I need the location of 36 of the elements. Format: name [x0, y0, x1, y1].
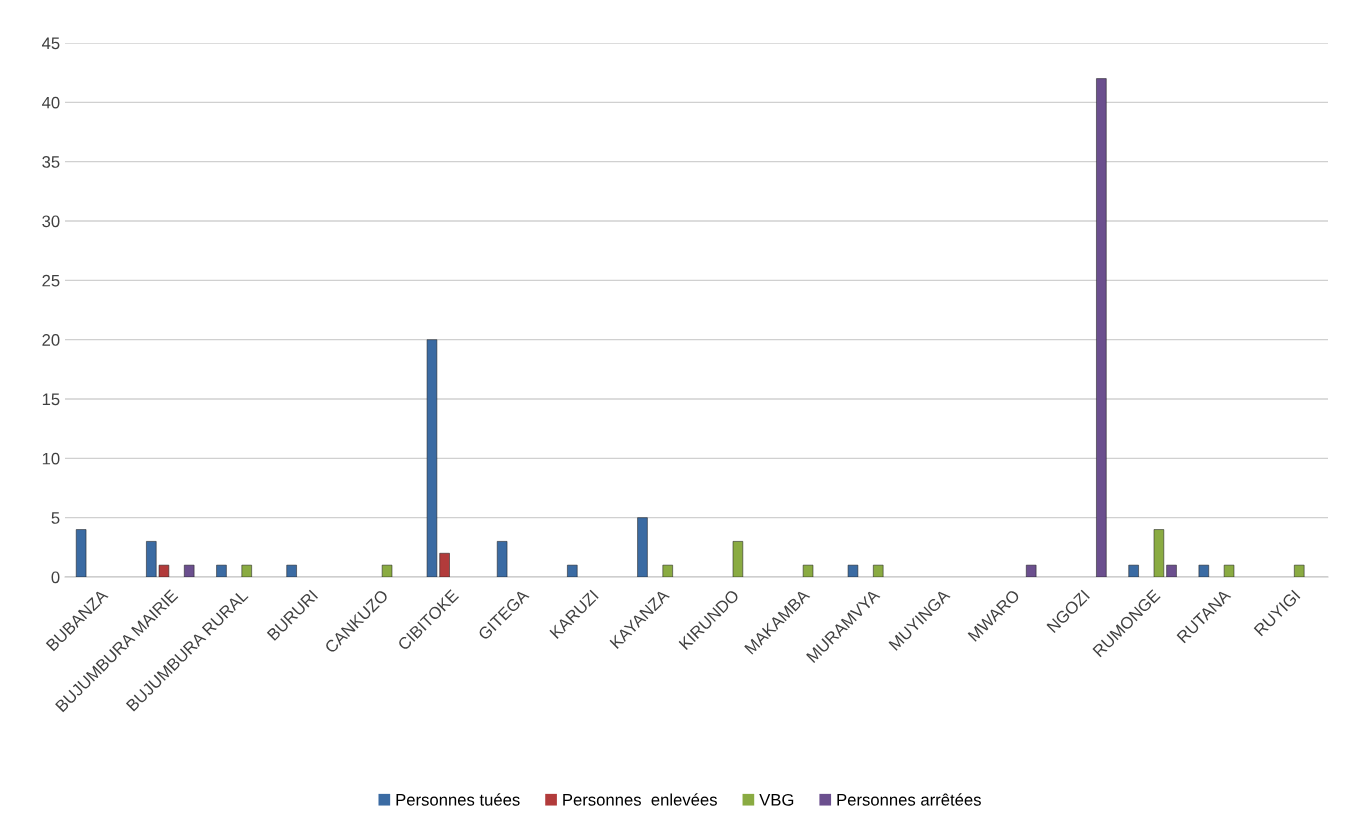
- bar: [662, 564, 673, 577]
- bar: [1198, 564, 1209, 577]
- bar: [1166, 564, 1177, 577]
- bar: [802, 564, 814, 577]
- bar: [496, 541, 508, 577]
- bar: [1128, 564, 1139, 577]
- y-tick-label: 35: [42, 156, 60, 168]
- legend-label: VBG: [759, 793, 794, 806]
- y-tick-label: 0: [51, 571, 60, 584]
- bar: [732, 541, 744, 577]
- bar: [1223, 564, 1235, 577]
- bar: [1026, 564, 1037, 577]
- y-tick-label: 20: [42, 334, 60, 346]
- bar: [1096, 78, 1107, 577]
- bar: [1153, 529, 1165, 577]
- bar: [847, 564, 859, 577]
- y-tick-label: 25: [42, 274, 60, 287]
- bar: [184, 564, 195, 577]
- legend-label: Personnes enlevées: [563, 793, 717, 806]
- bar: [637, 517, 648, 577]
- bar: [75, 529, 87, 577]
- y-tick-label: 40: [41, 96, 60, 109]
- y-tick-label: 15: [42, 393, 60, 406]
- bar: [286, 564, 297, 577]
- y-tick-label: 10: [42, 452, 60, 465]
- bar: [873, 564, 884, 577]
- y-tick-label: 45: [41, 37, 60, 50]
- bar: [1294, 564, 1305, 577]
- y-tick-label: 30: [42, 215, 60, 228]
- bar: [241, 564, 252, 577]
- bar: [381, 564, 393, 577]
- legend-label: Personnes arrêtées: [837, 793, 981, 806]
- y-tick-label: 5: [51, 512, 60, 524]
- legend-label: Personnes tuées: [396, 793, 520, 806]
- bar: [216, 564, 227, 577]
- bar: [567, 564, 578, 577]
